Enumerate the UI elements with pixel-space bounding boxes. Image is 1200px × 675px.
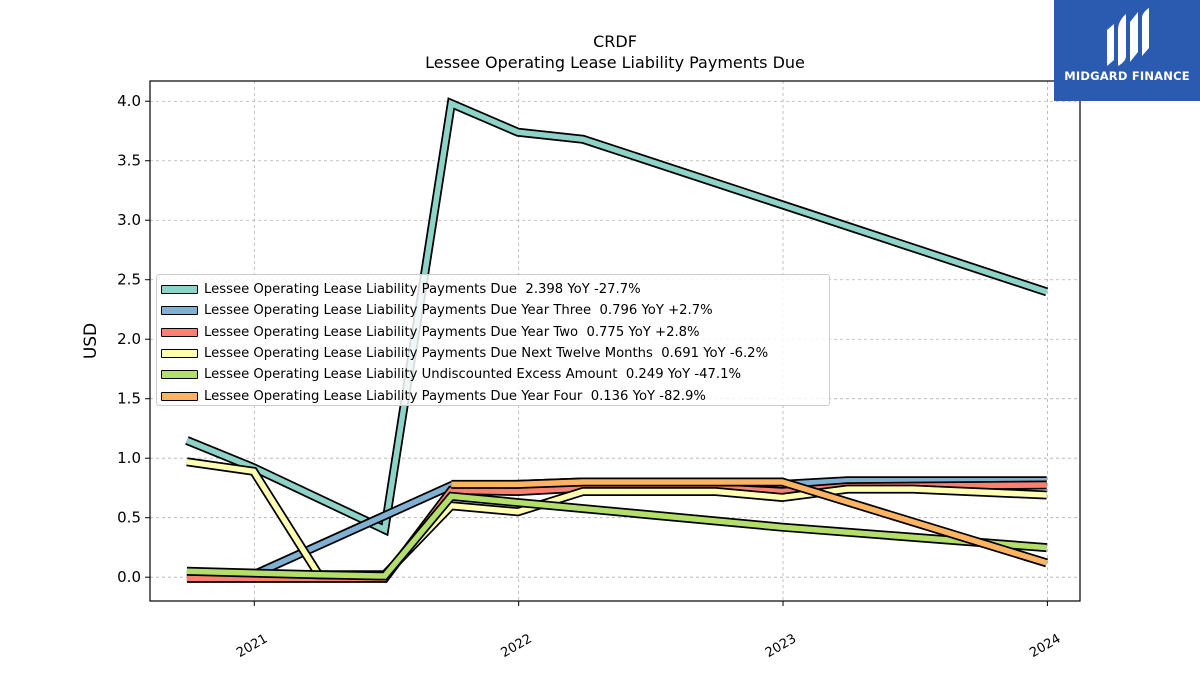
y-tick-label: 3.5 xyxy=(117,152,141,170)
legend-item: Lessee Operating Lease Liability Payment… xyxy=(159,385,829,406)
y-tick-label: 3.0 xyxy=(117,211,141,229)
plot-frame xyxy=(149,80,1081,602)
y-axis: 0.0 0.5 1.0 1.5 2.0 2.5 3.0 3.5 4.0 xyxy=(117,92,150,586)
series-lines xyxy=(185,97,1049,583)
legend-swatch xyxy=(161,327,198,337)
y-tick-label: 0.0 xyxy=(117,568,141,586)
x-axis: 2021 2022 2023 2024 xyxy=(234,601,1063,661)
series-line xyxy=(186,493,1047,579)
x-tick-label: 2021 xyxy=(234,631,270,661)
x-tick-label: 2024 xyxy=(1027,631,1063,661)
y-tick-label: 1.5 xyxy=(117,390,141,408)
series-4 xyxy=(186,491,1048,581)
logo-text: MIDGARD FINANCE xyxy=(1064,69,1190,83)
series-line xyxy=(185,99,1048,534)
chart-ticker: CRDF xyxy=(593,32,637,51)
series-5 xyxy=(451,477,1049,568)
legend-label: Lessee Operating Lease Liability Undisco… xyxy=(204,367,742,383)
legend-label: Lessee Operating Lease Liability Payment… xyxy=(204,324,700,340)
y-tick-label: 2.5 xyxy=(117,271,141,289)
y-tick-label: 0.5 xyxy=(117,509,141,527)
y-tick-label: 1.0 xyxy=(117,449,141,467)
x-tick-label: 2023 xyxy=(763,631,799,661)
legend-swatch xyxy=(161,349,198,359)
legend-item: Lessee Operating Lease Liability Payment… xyxy=(159,279,829,300)
legend-item: Lessee Operating Lease Liability Payment… xyxy=(159,322,829,343)
chart-title: Lessee Operating Lease Liability Payment… xyxy=(425,53,805,72)
brand-logo: MIDGARD FINANCE xyxy=(1054,0,1200,101)
legend-swatch xyxy=(161,306,198,316)
legend-label: Lessee Operating Lease Liability Payment… xyxy=(204,346,769,362)
legend: Lessee Operating Lease Liability Payment… xyxy=(156,274,830,406)
legend-label: Lessee Operating Lease Liability Payment… xyxy=(204,282,641,298)
legend-item: Lessee Operating Lease Liability Payment… xyxy=(159,300,829,321)
legend-swatch xyxy=(161,285,198,295)
legend-item: Lessee Operating Lease Liability Payment… xyxy=(159,343,829,364)
legend-swatch xyxy=(161,370,198,380)
y-tick-label: 2.0 xyxy=(117,330,141,348)
series-line xyxy=(451,479,1048,566)
y-axis-label: USD xyxy=(81,323,101,359)
legend-label: Lessee Operating Lease Liability Payment… xyxy=(204,303,713,319)
legend-label: Lessee Operating Lease Liability Payment… xyxy=(204,388,706,404)
legend-swatch xyxy=(161,391,198,401)
series-0 xyxy=(185,97,1049,537)
x-tick-label: 2022 xyxy=(499,631,535,661)
logo-icon xyxy=(1107,8,1149,66)
legend-item: Lessee Operating Lease Liability Undisco… xyxy=(159,364,829,385)
y-tick-label: 4.0 xyxy=(117,92,141,110)
